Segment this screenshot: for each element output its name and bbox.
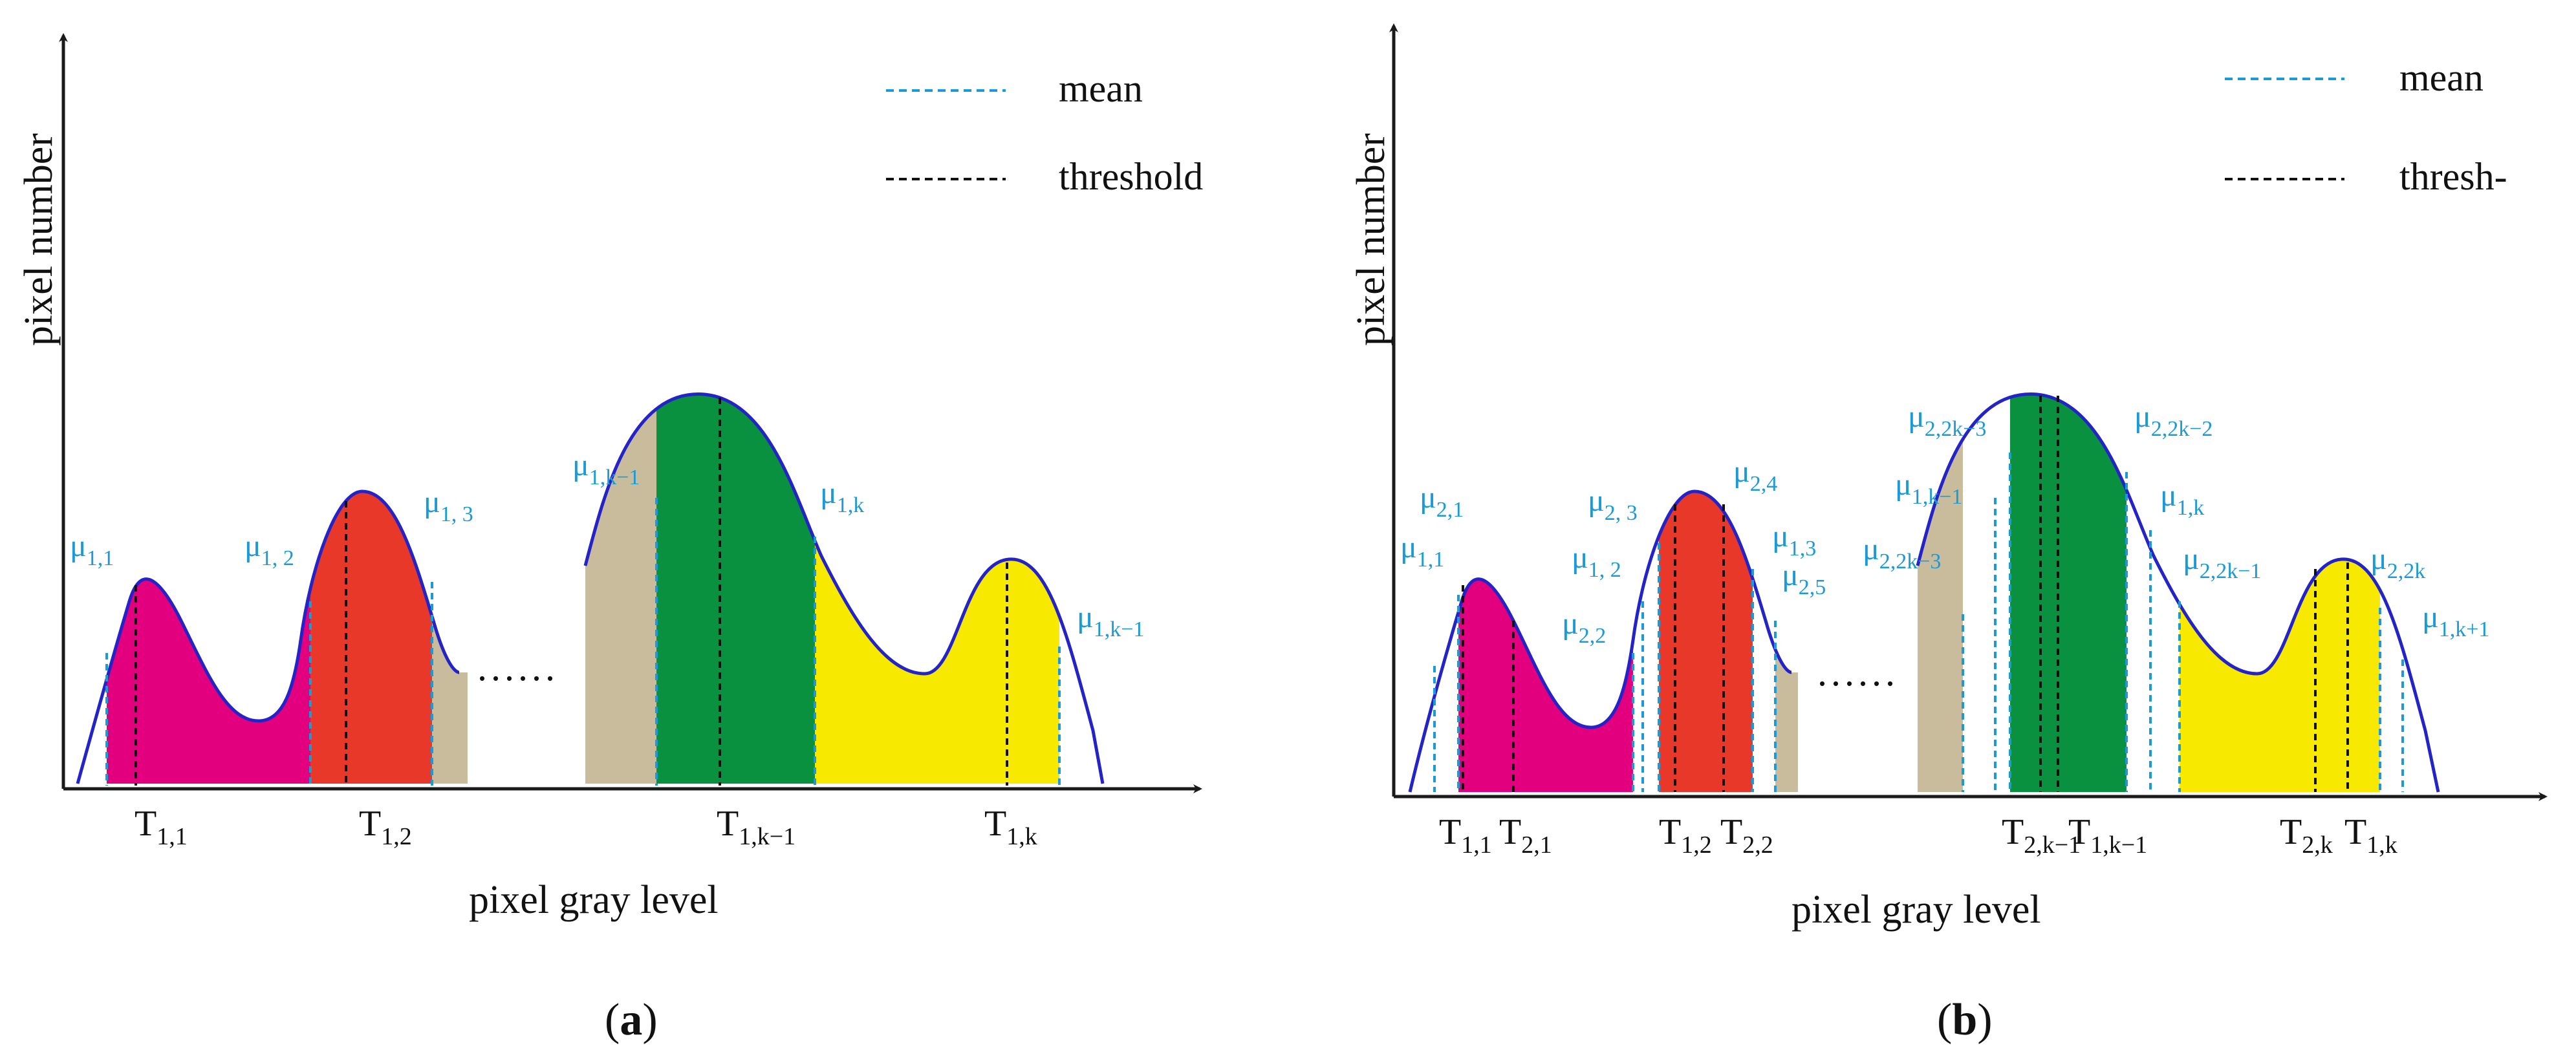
panel-caption: (b) — [1937, 995, 1993, 1045]
mean-label: μ1,k+1 — [2422, 600, 2489, 641]
threshold-label: T1,2 — [1659, 812, 1712, 859]
threshold-labels: T1,1 T1,2 T1,k−1 T1,k — [135, 804, 1037, 850]
region-red — [1659, 394, 1753, 792]
mean-label: μ1, 2 — [1572, 541, 1621, 582]
y-axis-label: pixel number — [17, 133, 61, 346]
mean-label: μ1,3 — [1772, 519, 1816, 561]
ellipsis: ...... — [477, 646, 559, 689]
threshold-label: T1,2 — [359, 804, 412, 850]
panel-a: pixel number pixel gray level mean thres… — [17, 33, 1203, 1045]
mean-label: μ2,2k — [2370, 542, 2425, 583]
mean-label: μ2,2k−2 — [2134, 400, 2213, 441]
mean-label: μ2,2k−3 — [1908, 400, 1986, 441]
x-axis-label: pixel gray level — [469, 878, 719, 922]
mean-lines — [105, 498, 1061, 786]
threshold-labels: T1,1 T2,1 T1,2 T2,2 T2,k−1 T1,k−1 T2,k T… — [1439, 812, 2397, 859]
histogram-curve — [76, 489, 460, 784]
mean-label: μ2,1 — [1420, 480, 1464, 522]
legend-threshold-label: thresh- — [2399, 155, 2507, 198]
region-tan-mid — [585, 394, 656, 784]
mean-label: μ2,5 — [1782, 558, 1826, 599]
legend-mean-label: mean — [2399, 56, 2484, 99]
mean-label: μ1,1 — [70, 529, 114, 570]
region-green — [656, 394, 815, 784]
region-green — [2010, 394, 2127, 792]
threshold-label: T1,k — [984, 804, 1037, 850]
region-tan-left — [432, 394, 468, 784]
threshold-label: T2,k — [2280, 812, 2333, 859]
threshold-label: T2,2 — [1720, 812, 1773, 859]
region-red — [310, 394, 432, 784]
mean-labels: μ2,1 μ1,1 μ2, 3 μ1, 2 μ2,2 μ2,4 μ1,3 μ2,… — [1400, 400, 2489, 648]
mean-label: μ2,2k−3 — [1863, 532, 1941, 573]
mean-labels: μ1,1 μ1, 2 μ1, 3 μ1,k−1 μ1,k μ1,k−1 — [70, 448, 1144, 641]
legend-threshold-label: threshold — [1059, 155, 1203, 198]
region-yellow — [815, 394, 1059, 784]
threshold-label: T1,k−1 — [2068, 812, 2147, 859]
mean-label: μ1,k−1 — [572, 448, 640, 489]
mean-label: μ1, 3 — [424, 485, 473, 526]
panel-b: pixel number pixel gray level mean thres… — [1349, 23, 2548, 1045]
mean-lines — [1433, 453, 2404, 792]
mean-label: μ1, 2 — [244, 529, 294, 570]
histogram-curve-right — [583, 392, 1105, 784]
mean-label: μ2,4 — [1733, 455, 1777, 496]
threshold-label: T1,1 — [1439, 812, 1492, 859]
histogram-curve-right — [1916, 392, 2440, 793]
threshold-label: T1,k — [2344, 812, 2397, 859]
mean-label: μ1,k−1 — [1895, 467, 1962, 509]
threshold-lines — [135, 398, 1008, 786]
mean-label: μ2,2 — [1562, 606, 1606, 648]
mean-label: μ1,k−1 — [1077, 600, 1144, 641]
panel-caption: (a) — [605, 995, 658, 1045]
threshold-label: T2,1 — [1499, 812, 1552, 859]
threshold-label: T2,k−1 — [2002, 812, 2081, 859]
mean-label: μ1,k — [820, 476, 864, 517]
y-axis-label: pixel number — [1349, 133, 1393, 346]
mean-label: μ2,2k−1 — [2183, 542, 2261, 583]
panel-a-regions — [107, 394, 1059, 784]
mean-label: μ1,k — [2160, 478, 2204, 520]
legend-mean-label: mean — [1059, 67, 1143, 110]
histogram-curve — [1408, 489, 1792, 793]
mean-label: μ1,1 — [1400, 530, 1444, 572]
x-axis-label: pixel gray level — [1791, 888, 2041, 932]
region-magenta — [1458, 394, 1633, 792]
region-yellow — [2180, 394, 2380, 792]
mean-label: μ2, 3 — [1588, 484, 1638, 525]
region-magenta — [107, 394, 310, 784]
threshold-lines — [1462, 396, 2349, 792]
ellipsis: ...... — [1817, 651, 1899, 694]
threshold-label: T1,1 — [135, 804, 188, 850]
threshold-label: T1,k−1 — [717, 804, 796, 850]
